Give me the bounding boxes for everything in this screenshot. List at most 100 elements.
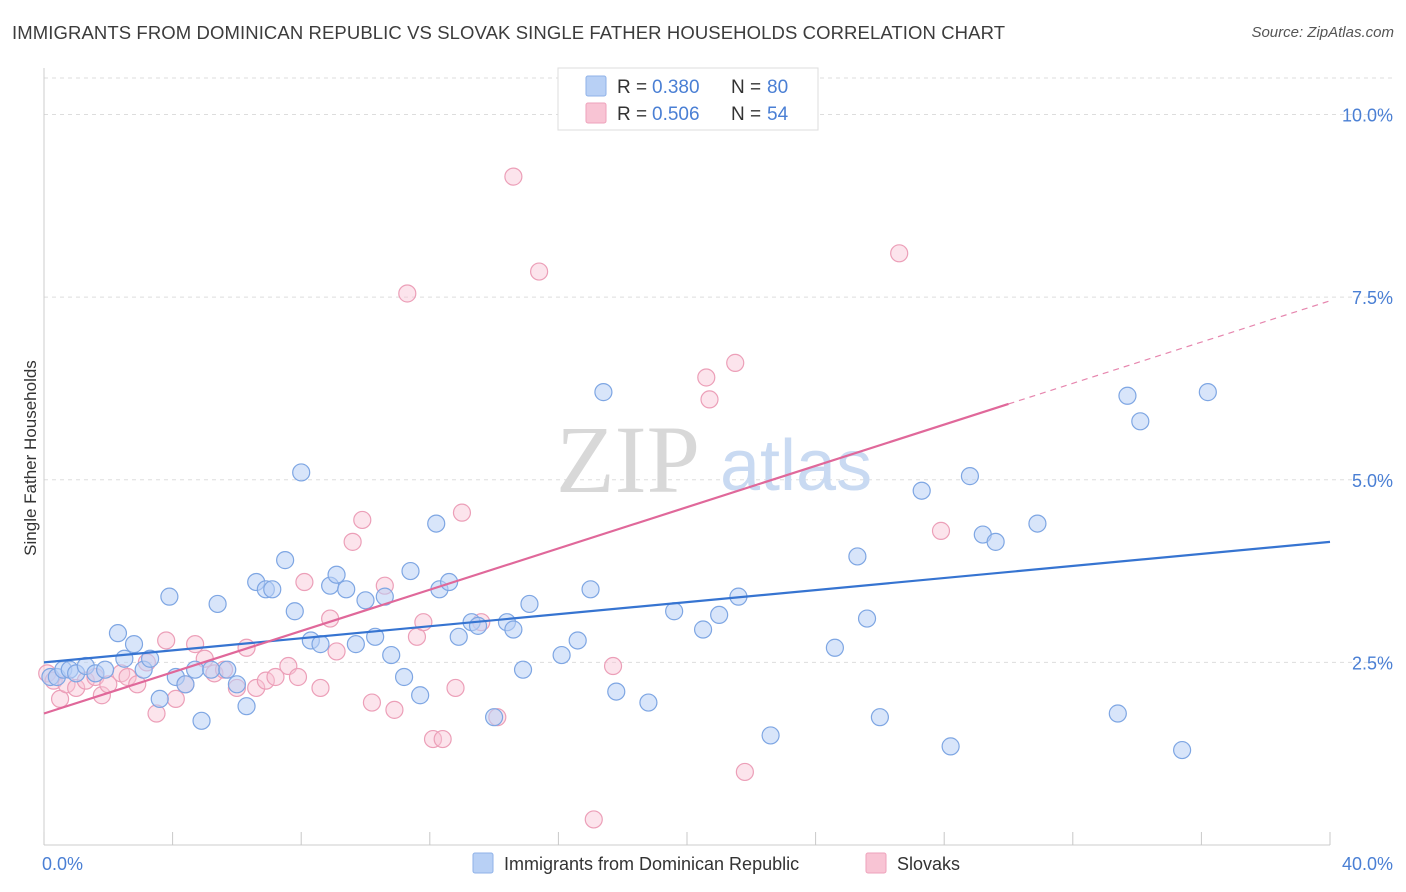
dominican-point-27 <box>276 551 295 570</box>
legend-item-dominican: Immigrants from Dominican Republic <box>504 854 799 874</box>
dominican-point-54 <box>552 645 571 665</box>
axes <box>43 68 1331 846</box>
slovak-point-31 <box>327 642 346 661</box>
watermark-atlas: atlas <box>720 426 872 506</box>
dominican-point-33 <box>327 565 346 584</box>
slovak-point-24 <box>256 671 275 690</box>
dominican-point-57 <box>594 383 613 402</box>
slovak-point-41 <box>433 729 452 749</box>
slovak-point-17 <box>186 635 205 654</box>
dominican-point-53 <box>520 594 539 614</box>
dominican-point-19 <box>202 660 221 679</box>
legend-n-label-1: N = <box>731 77 761 98</box>
y-tick-label-3: 10.0% <box>1342 106 1393 126</box>
y-tick-labels: 2.5% 5.0% 7.5% 10.0% <box>1342 106 1393 674</box>
dominican-point-79 <box>1198 383 1217 402</box>
dominican-point-26 <box>263 580 282 599</box>
y-tick-label-1: 5.0% <box>1352 471 1393 491</box>
slovak-point-23 <box>247 678 266 698</box>
series-dominican <box>41 383 1217 760</box>
legend-n-value-1: 80 <box>767 77 788 98</box>
dominican-point-35 <box>346 635 365 654</box>
dominican-point-58 <box>607 682 626 701</box>
legend-r-value-1: 0.380 <box>652 77 700 98</box>
legend-n-label-2: N = <box>731 104 761 125</box>
slovak-point-51 <box>700 390 719 409</box>
dominican-point-29 <box>292 463 311 482</box>
dominican-point-60 <box>665 602 684 621</box>
grid-lines <box>44 77 1393 663</box>
slovak-point-25 <box>266 667 285 687</box>
dominican-point-45 <box>439 572 459 592</box>
dominican-point-77 <box>1131 412 1150 431</box>
dominican-point-40 <box>394 667 414 687</box>
y-axis-label: Single Father Households <box>21 360 40 556</box>
slovak-point-33 <box>353 510 372 530</box>
watermark: ZIP atlas <box>556 406 872 513</box>
dominican-point-55 <box>568 631 587 650</box>
slovak-point-49 <box>603 656 623 676</box>
source-credit: Source: ZipAtlas.com <box>1251 24 1394 41</box>
dominican-point-9 <box>115 649 134 668</box>
slovak-point-47 <box>530 262 549 281</box>
dominican-point-61 <box>693 620 713 639</box>
dominican-point-7 <box>95 660 115 679</box>
slovak-point-53 <box>735 762 754 782</box>
x-tick-min: 0.0% <box>42 854 83 874</box>
dominican-point-73 <box>986 532 1005 551</box>
dominican-point-69 <box>912 481 931 500</box>
legend-item-slovaks: Slovaks <box>897 854 960 874</box>
series-legend: Immigrants from Dominican Republic Slova… <box>472 852 960 874</box>
dominican-point-64 <box>761 726 780 745</box>
slovak-point-42 <box>446 678 465 698</box>
dominican-point-43 <box>427 514 446 533</box>
dominican-point-66 <box>848 547 867 566</box>
slovak-point-10 <box>118 667 137 687</box>
slovak-point-15 <box>166 689 185 709</box>
dominican-point-48 <box>468 616 488 635</box>
dominican-point-71 <box>960 467 980 486</box>
slovak-point-29 <box>311 678 330 698</box>
dominican-point-74 <box>1028 514 1047 533</box>
dominican-point-70 <box>941 737 960 756</box>
dominican-point-67 <box>857 609 877 628</box>
dominican-point-49 <box>485 708 504 727</box>
legend-item-slovaks-swatch <box>865 852 887 874</box>
dominican-point-8 <box>108 624 128 643</box>
watermark-zip: ZIP <box>556 406 700 513</box>
slovak-point-36 <box>385 700 404 719</box>
dominican-point-18 <box>192 711 211 730</box>
dominican-point-65 <box>825 638 844 657</box>
slovak-point-27 <box>288 667 308 687</box>
dominican-point-46 <box>449 627 468 646</box>
slovak-point-40 <box>423 729 443 749</box>
dominican-point-23 <box>237 697 256 716</box>
slovak-point-54 <box>890 244 909 263</box>
dominican-point-36 <box>356 591 375 610</box>
dominican-point-62 <box>710 605 729 625</box>
slovak-point-55 <box>931 521 951 540</box>
chart-title: IMMIGRANTS FROM DOMINICAN REPUBLIC VS SL… <box>12 22 1006 43</box>
dominican-point-20 <box>208 594 227 614</box>
slovak-point-34 <box>362 693 382 712</box>
slovak-point-28 <box>295 572 314 592</box>
dominican-point-10 <box>124 635 144 654</box>
slovak-point-50 <box>697 368 716 387</box>
slovak-point-14 <box>157 631 176 650</box>
slovak-point-37 <box>398 284 417 303</box>
slovak-point-46 <box>504 167 523 186</box>
dominican-point-75 <box>1108 704 1127 723</box>
x-tick-max: 40.0% <box>1342 854 1393 874</box>
dominican-point-76 <box>1118 386 1137 405</box>
slovak-point-43 <box>452 503 472 522</box>
correlation-legend: R = 0.380 N = 80 R = 0.506 N = 54 <box>557 67 819 131</box>
legend-blue-swatch <box>585 75 607 97</box>
dominican-point-68 <box>870 708 890 727</box>
trend-lines <box>43 300 1331 715</box>
dominican-point-31 <box>311 635 330 654</box>
dominican-point-59 <box>639 693 658 712</box>
slovak-trend-line <box>43 402 1009 715</box>
dominican-point-22 <box>227 675 246 694</box>
dominican-point-56 <box>581 580 600 599</box>
